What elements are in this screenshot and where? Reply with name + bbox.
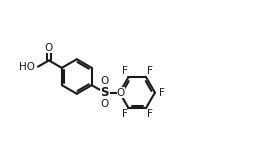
Text: O: O bbox=[101, 76, 109, 86]
Text: S: S bbox=[100, 86, 109, 99]
Text: O: O bbox=[101, 99, 109, 109]
Text: F: F bbox=[122, 66, 128, 76]
Text: F: F bbox=[147, 109, 152, 119]
Text: HO: HO bbox=[19, 62, 35, 72]
Text: O: O bbox=[45, 43, 53, 53]
Text: F: F bbox=[122, 109, 128, 119]
Text: F: F bbox=[159, 88, 165, 98]
Text: O: O bbox=[117, 88, 125, 98]
Text: F: F bbox=[147, 66, 152, 76]
